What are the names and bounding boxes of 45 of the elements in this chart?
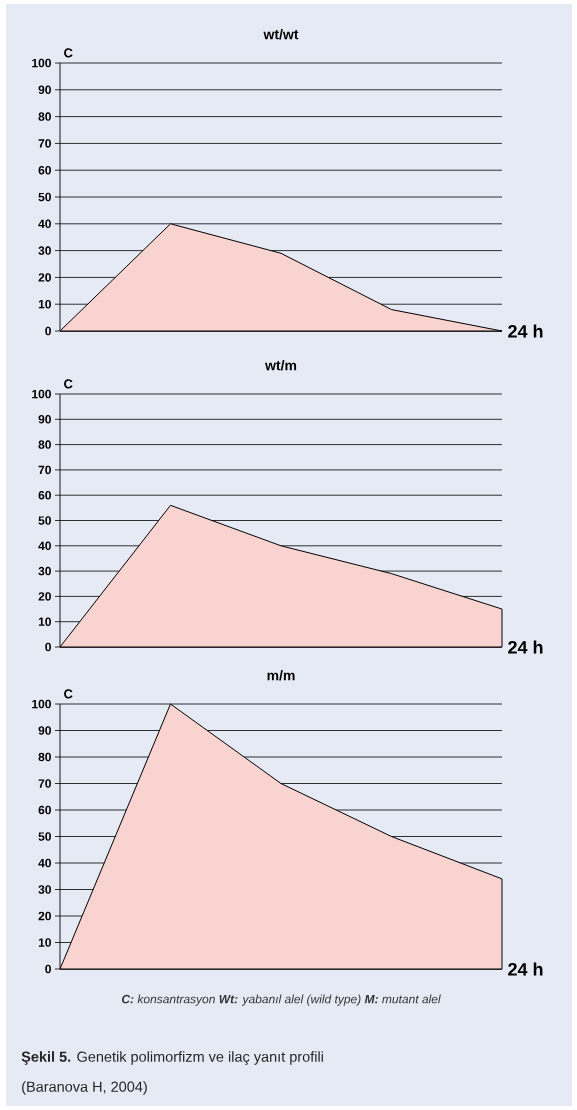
text: (Baranova H, 2004) (22, 1081, 147, 1095)
y-tick-label: 60 (38, 805, 51, 815)
y-tick-label: 70 (38, 139, 51, 148)
y-tick-label: 100 (32, 699, 51, 709)
y-tick-label: 80 (38, 440, 51, 449)
y-tick-label: 70 (38, 779, 51, 788)
y-tick-label: 10 (38, 617, 51, 626)
chart-title: wt/wt (263, 29, 299, 40)
y-tick-label: 40 (38, 858, 51, 868)
y-axis-title: C (64, 48, 73, 58)
y-tick-label: 50 (38, 832, 51, 841)
y-tick-label: 100 (32, 58, 51, 68)
y-axis-title: C (64, 379, 73, 389)
y-tick-label: 80 (38, 752, 51, 762)
y-tick-label: 50 (38, 192, 51, 202)
y-tick-label: 30 (38, 246, 51, 255)
y-tick-label: 90 (38, 726, 51, 735)
y-tick-label: 0 (45, 642, 51, 652)
y-tick-label: 20 (38, 273, 51, 282)
y-tick-label: 30 (38, 566, 51, 576)
y-tick-label: 10 (38, 938, 51, 947)
y-tick-label: 60 (38, 490, 51, 500)
y-tick-label: 40 (38, 219, 51, 229)
y-tick-label: 90 (38, 415, 51, 424)
y-tick-label: 10 (38, 299, 51, 309)
chart-title: m/m (267, 670, 295, 681)
y-tick-label: 0 (45, 326, 51, 336)
y-tick-label: 100 (32, 389, 51, 399)
text: C: konsantrasyon Wt: yabanıl alel (wild type) M: mutant alel (121, 994, 441, 1006)
text: Şekil 5. Genetik polimorfizm ve ilaç yanıt profili (21, 1051, 323, 1065)
y-axis-title: C (64, 689, 73, 699)
y-tick-label: 60 (38, 165, 51, 175)
y-tick-label: 20 (38, 592, 51, 601)
y-tick-label: 20 (38, 911, 51, 921)
y-tick-label: 30 (38, 885, 51, 894)
x-axis-title: 24 h (508, 640, 543, 654)
chart-title: wt/m (265, 360, 297, 371)
x-axis-title: 24 h (508, 324, 543, 338)
y-tick-label: 40 (38, 541, 51, 551)
y-tick-label: 70 (38, 465, 51, 475)
x-axis-title: 24 h (508, 962, 543, 976)
y-tick-label: 0 (45, 964, 51, 974)
y-tick-label: 80 (38, 112, 51, 121)
y-tick-label: 90 (38, 85, 51, 95)
y-tick-label: 50 (38, 516, 51, 525)
